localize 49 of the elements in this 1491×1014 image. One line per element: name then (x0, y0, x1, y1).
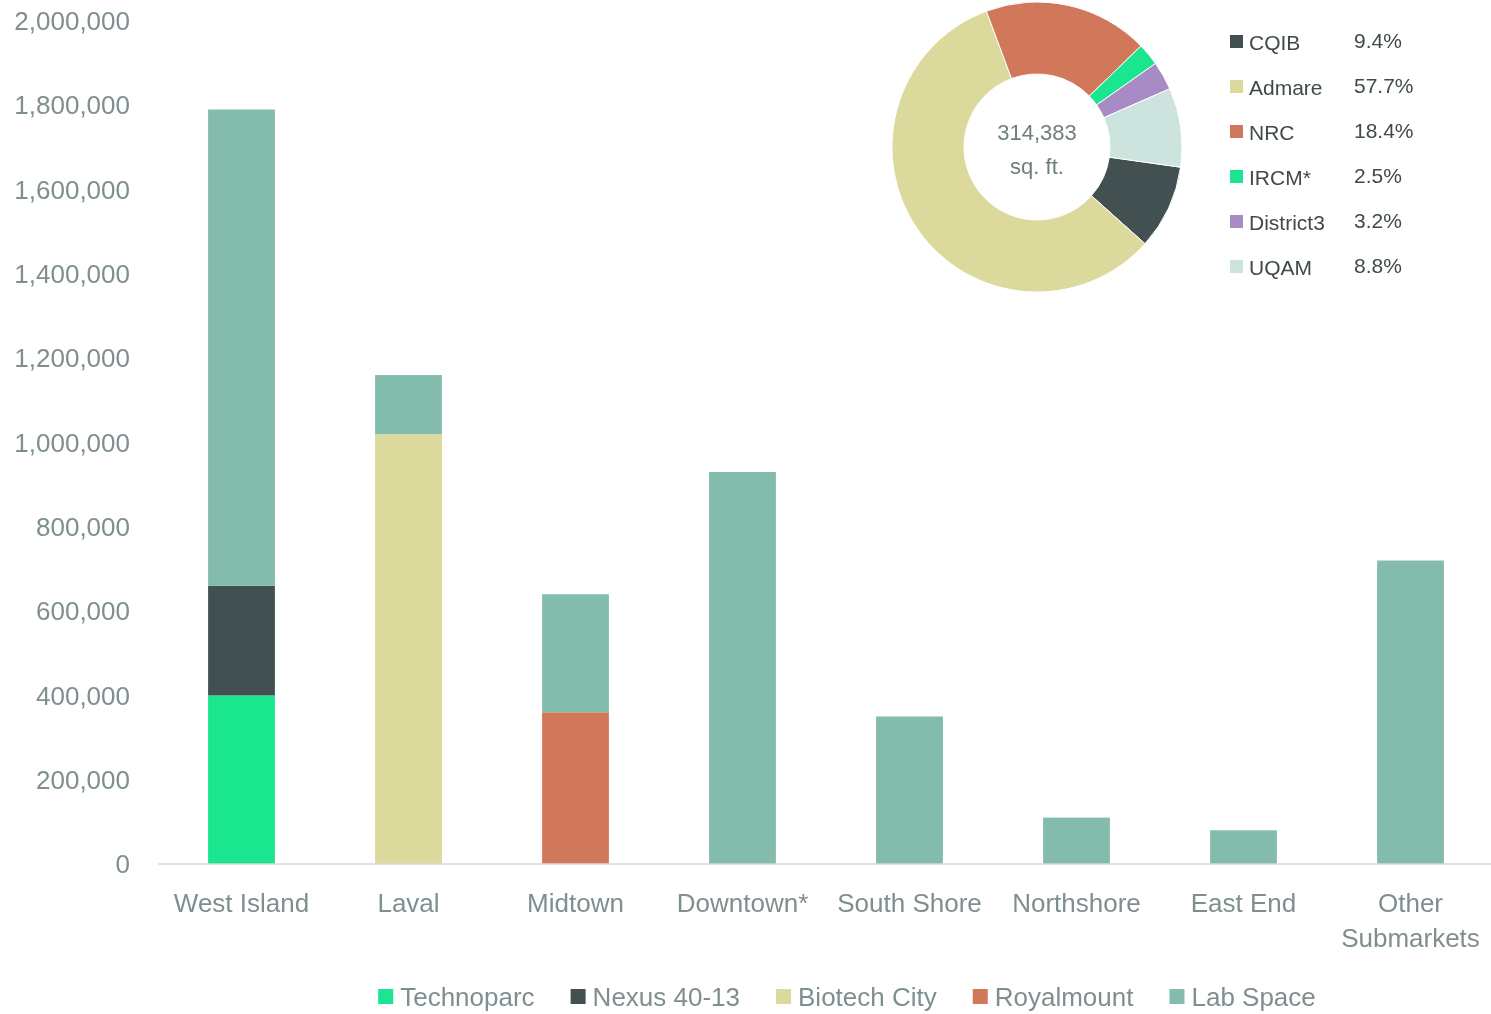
data-label: 57.7% (1354, 74, 1414, 97)
bar (709, 472, 776, 864)
y-tick-label: 1,000,000 (14, 427, 130, 458)
x-tick-label: South Shore (837, 888, 982, 918)
data-label: 18.4% (1354, 119, 1414, 142)
legend-label: District3 (1249, 211, 1325, 234)
x-tick-label: East End (1190, 888, 1297, 918)
y-tick-label: 2,000,000 (14, 6, 130, 37)
legend-label: UQAM (1249, 256, 1312, 279)
data-label: 3.2% (1354, 209, 1402, 232)
y-tick-label: 800,000 (36, 511, 130, 542)
bar (375, 375, 442, 435)
y-tick-label: 1,400,000 (14, 259, 130, 289)
bar (542, 712, 609, 864)
legend-label: Biotech City (798, 982, 937, 1012)
bar (542, 594, 609, 713)
bar (876, 716, 943, 864)
x-tick-label: Other Submarkets (1341, 888, 1480, 953)
x-tick-label: Northshore (1012, 888, 1141, 918)
y-tick-label: 1,800,000 (14, 90, 130, 121)
data-label: 2.5% (1354, 164, 1402, 187)
legend-label: Nexus 40-13 (592, 982, 741, 1012)
x-tick-label: Laval (377, 888, 440, 918)
x-tick-label: Midtown (527, 888, 624, 918)
bar (1210, 830, 1277, 864)
x-tick-label: Downtown* (676, 888, 809, 918)
y-tick-label: 0 (115, 849, 130, 880)
bar (1377, 560, 1444, 864)
bar (208, 585, 275, 696)
data-label: 8.8% (1354, 254, 1402, 277)
legend-label: Technoparc (400, 982, 535, 1012)
legend-label: Royalmount (994, 982, 1135, 1012)
y-tick-label: 1,200,000 (14, 343, 130, 374)
bar (208, 109, 275, 586)
data-label: 9.4% (1354, 29, 1402, 52)
annotation: 314,383 sq. ft. (997, 120, 1077, 179)
legend-label: CQIB (1249, 31, 1301, 54)
legend-label: Lab Space (1191, 982, 1316, 1012)
y-tick-label: 600,000 (36, 596, 130, 627)
y-tick-label: 1,600,000 (14, 174, 130, 205)
legend-label: Admare (1249, 76, 1323, 99)
bar (208, 695, 275, 864)
y-tick-label: 400,000 (36, 680, 130, 711)
y-tick-label: 200,000 (36, 764, 130, 795)
bar (375, 434, 442, 864)
bar (1043, 817, 1110, 864)
legend-label: NRC (1249, 121, 1295, 144)
x-tick-label: West Island (173, 888, 310, 918)
legend-label: IRCM* (1249, 166, 1311, 189)
